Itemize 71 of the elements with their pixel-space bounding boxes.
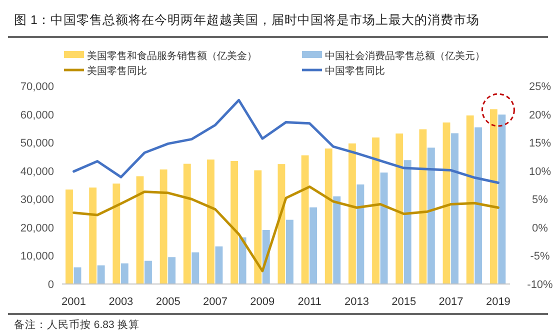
bar: [396, 134, 404, 284]
x-tick-label: 2017: [438, 296, 464, 308]
bar: [490, 109, 498, 284]
y2-tick-label: -5%: [530, 250, 550, 263]
bar: [310, 207, 318, 284]
bar: [112, 184, 120, 284]
bar: [168, 257, 176, 284]
y2-tick-label: 25%: [528, 81, 552, 93]
y2-tick-label: 15%: [528, 138, 552, 150]
bar: [160, 169, 168, 284]
bar: [348, 143, 356, 284]
line-series: [72, 98, 500, 184]
y-tick-label: 20,000: [20, 222, 54, 234]
bar: [380, 172, 388, 284]
bar: [74, 267, 82, 284]
x-tick-label: 2019: [486, 296, 510, 308]
y-tick-label: 60,000: [20, 109, 54, 122]
bar: [466, 115, 474, 284]
bar: [427, 148, 435, 284]
line-series: [72, 185, 500, 272]
y2-tick-label: 20%: [528, 109, 552, 122]
bar: [356, 184, 364, 284]
x-tick-label: 2003: [108, 296, 134, 308]
bar: [120, 263, 128, 284]
x-tick-label: 2011: [298, 296, 322, 308]
bar: [498, 114, 506, 284]
x-tick-label: 2001: [62, 296, 86, 308]
bar: [324, 148, 332, 284]
x-tick-label: 2015: [392, 296, 416, 308]
y-tick-label: 50,000: [20, 138, 54, 150]
bar: [230, 160, 238, 284]
bar: [278, 164, 286, 284]
bar: [286, 220, 294, 284]
bar: [66, 190, 73, 284]
y-tick-label: 40,000: [20, 166, 54, 178]
bar: [89, 188, 97, 284]
bar: [254, 170, 262, 284]
bar: [183, 164, 191, 284]
bar: [207, 160, 214, 284]
y-tick-label: 70,000: [20, 81, 54, 93]
legend-label: 中国社会消费品零售总额（亿美元）: [325, 50, 485, 62]
legend-label: 美国零售和食品服务销售额（亿美金）: [87, 50, 257, 62]
bar: [333, 196, 341, 284]
x-tick-label: 2013: [344, 296, 369, 308]
bar: [301, 155, 309, 284]
y-tick-label: 10,000: [20, 250, 54, 263]
y2-tick-label: 5%: [532, 194, 548, 206]
bar: [474, 127, 482, 284]
y2-tick-label: -10%: [527, 279, 554, 291]
y-tick-label: 30,000: [20, 194, 54, 206]
bar: [419, 129, 427, 284]
y2-tick-label: 10%: [528, 166, 552, 178]
bar: [372, 137, 380, 284]
bar: [451, 133, 458, 284]
x-tick-label: 2007: [203, 296, 228, 308]
bar: [238, 237, 246, 284]
bar: [404, 160, 412, 284]
legend-label: 美国零售同比: [87, 65, 147, 77]
text: 备注：人民币按 6.83 换算: [14, 318, 140, 331]
chart-title: 图 1：中国零售总额将在今明两年超越美国，届时中国将是市场上最大的消费市场: [14, 12, 480, 27]
bar: [144, 260, 152, 284]
y-tick-label: 0: [48, 279, 54, 291]
x-tick-label: 2009: [250, 296, 275, 308]
bar: [442, 122, 450, 284]
y2-tick-label: 0%: [532, 222, 548, 234]
legend-label: 中国零售同比: [325, 65, 385, 77]
x-tick-label: 2005: [156, 296, 180, 308]
bar: [136, 176, 144, 284]
bar: [97, 265, 105, 284]
bar: [215, 246, 223, 284]
bar: [192, 252, 200, 284]
